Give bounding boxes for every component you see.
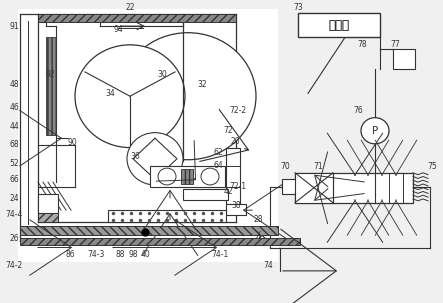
Bar (46, 37, 56, 135)
Text: 94: 94 (113, 25, 123, 34)
Text: 28: 28 (253, 215, 263, 224)
Text: 48: 48 (9, 80, 19, 88)
Text: 77: 77 (390, 40, 400, 49)
Text: 70: 70 (280, 162, 290, 171)
Circle shape (158, 168, 176, 185)
Bar (295, 173, 333, 203)
Text: 34: 34 (105, 89, 115, 98)
Text: 46: 46 (9, 103, 19, 112)
Text: 68: 68 (9, 140, 19, 149)
Circle shape (120, 33, 256, 160)
Text: 76: 76 (353, 106, 363, 115)
Text: 78: 78 (357, 40, 367, 49)
Text: 52: 52 (9, 159, 19, 168)
Bar (108, 210, 226, 222)
Bar (38, 194, 58, 213)
Text: 72: 72 (223, 126, 233, 135)
Text: 88: 88 (115, 250, 125, 258)
Text: 72-2: 72-2 (229, 106, 247, 115)
Bar (183, 189, 228, 200)
Bar (226, 204, 246, 215)
Text: 74-3: 74-3 (87, 250, 105, 258)
Bar (282, 179, 296, 194)
Text: 74-2: 74-2 (5, 261, 23, 270)
Bar (150, 166, 225, 187)
Text: 控制器: 控制器 (329, 19, 350, 32)
Bar (38, 14, 236, 22)
Bar (295, 173, 413, 203)
Text: 71: 71 (313, 162, 323, 171)
Text: 40: 40 (141, 250, 151, 258)
Text: 74-1: 74-1 (211, 250, 229, 258)
Circle shape (201, 168, 219, 185)
Circle shape (127, 133, 183, 185)
Text: X: X (255, 231, 260, 240)
Text: 24: 24 (9, 194, 19, 202)
Text: 42: 42 (223, 187, 233, 196)
Text: 38: 38 (231, 201, 241, 210)
Bar (393, 48, 415, 69)
Text: 75: 75 (427, 162, 437, 171)
Text: 32: 32 (197, 80, 207, 88)
Bar (20, 238, 300, 245)
Text: 86: 86 (65, 250, 75, 258)
Text: 控制器: 控制器 (329, 19, 350, 32)
Text: 22: 22 (125, 3, 135, 12)
Text: 26: 26 (9, 234, 19, 243)
Bar (20, 226, 278, 235)
Circle shape (75, 45, 185, 148)
Text: 91: 91 (9, 22, 19, 31)
Text: 74: 74 (263, 261, 273, 270)
Text: 74-4: 74-4 (5, 210, 23, 219)
Text: 62: 62 (213, 148, 223, 157)
Text: 92: 92 (45, 70, 55, 79)
Text: 64: 64 (213, 161, 223, 170)
Text: 30: 30 (157, 70, 167, 79)
Bar (298, 13, 380, 37)
Text: 36: 36 (130, 152, 140, 161)
Text: 98: 98 (128, 250, 138, 258)
Text: 72-1: 72-1 (229, 182, 247, 191)
Bar (226, 148, 240, 204)
Text: P: P (372, 126, 378, 136)
Text: 73: 73 (293, 3, 303, 12)
Bar (181, 169, 193, 184)
Text: 90: 90 (67, 138, 77, 147)
Text: 44: 44 (9, 122, 19, 131)
Text: 66: 66 (9, 175, 19, 184)
Bar (38, 213, 58, 222)
Bar (18, 9, 278, 261)
Text: 20: 20 (230, 138, 240, 146)
Circle shape (361, 118, 389, 144)
